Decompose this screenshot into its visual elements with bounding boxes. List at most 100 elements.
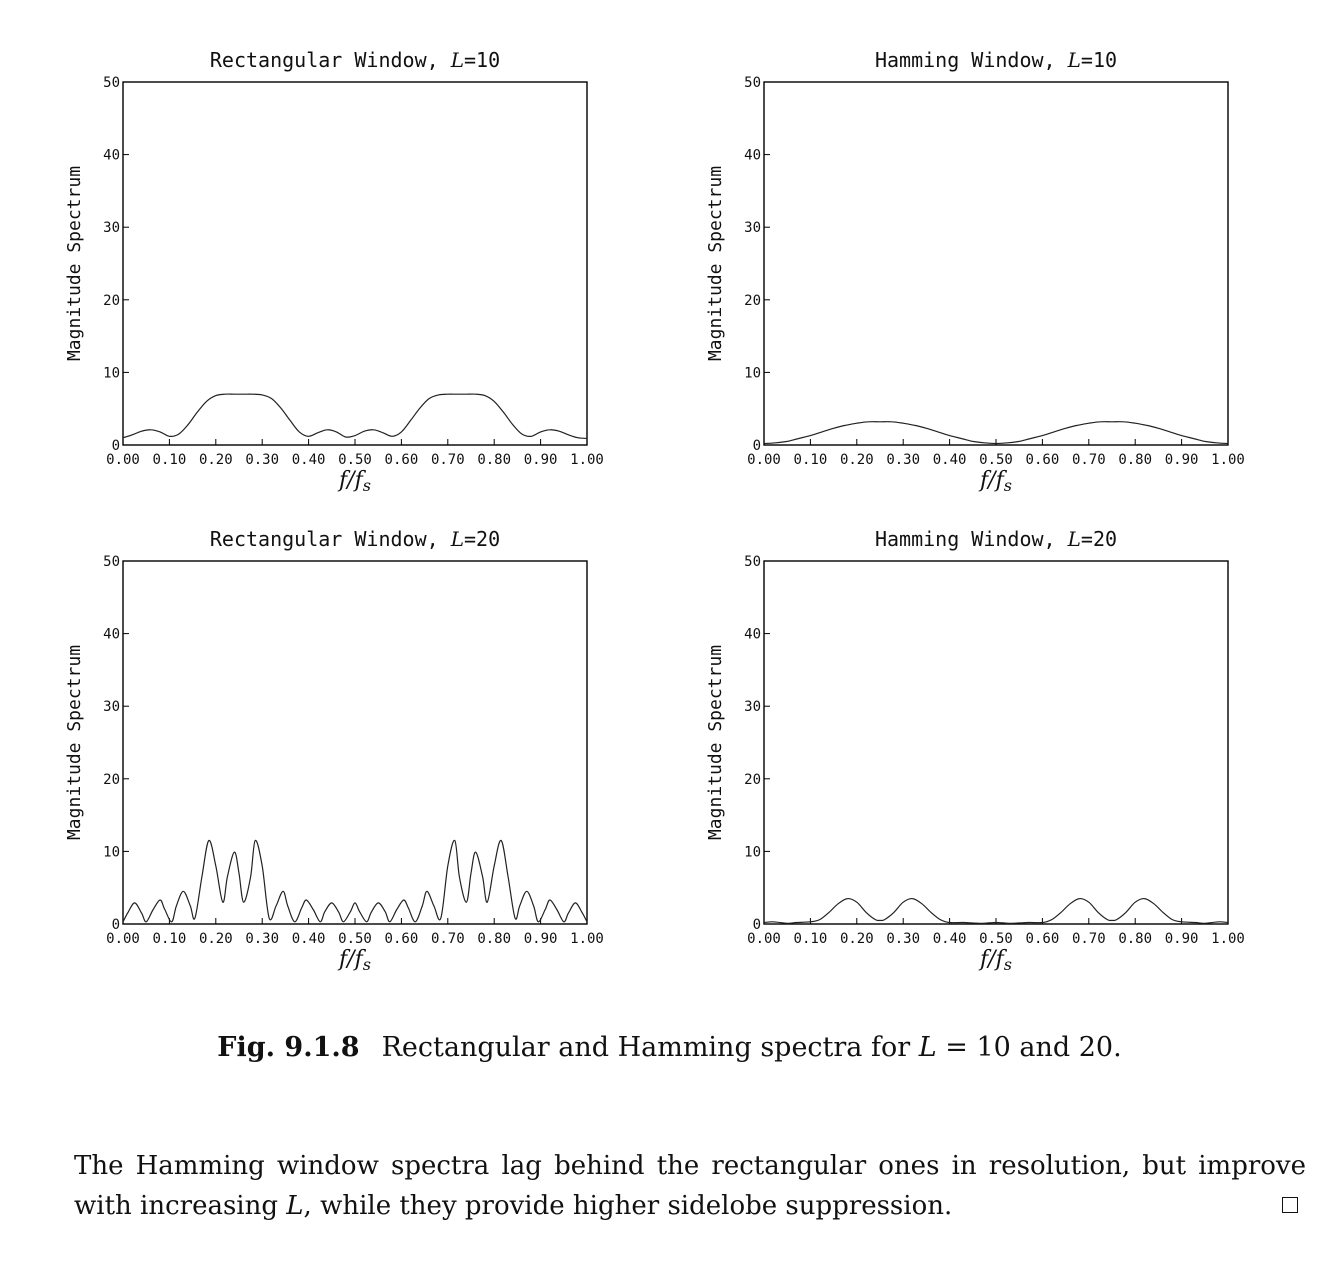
x-tick-label: 0.50 (979, 931, 1013, 947)
x-tick-label: 0.60 (1026, 931, 1060, 947)
x-tick-label: 0.30 (245, 931, 279, 947)
plot-frame (122, 560, 588, 925)
x-tick-label: 0.60 (385, 452, 419, 468)
y-tick-label: 40 (103, 148, 120, 164)
chart-title-value: =20 (1081, 527, 1117, 551)
end-of-example-square-icon (1282, 1197, 1298, 1213)
x-tick-label: 0.80 (477, 931, 511, 947)
x-tick-label: 0.60 (385, 931, 419, 947)
y-tick-label: 40 (744, 148, 761, 164)
y-tick-label: 30 (103, 699, 120, 715)
x-axis-label: f/fs (978, 947, 1012, 974)
y-tick-label: 30 (744, 699, 761, 715)
paragraph-text-1: The Hamming window spectra lag behind th… (74, 1151, 1306, 1221)
x-tick-label: 0.30 (886, 931, 920, 947)
x-axis-label: f/fs (337, 468, 371, 495)
chart-title: Hamming Window, L=10 (875, 48, 1117, 72)
chart-title-text: Rectangular Window, (210, 527, 451, 551)
caption-text: Rectangular and Hamming spectra for (381, 1032, 919, 1063)
chart-title-var: L (1067, 48, 1081, 72)
x-tick-label: 0.80 (1118, 452, 1152, 468)
x-tick-label: 0.00 (747, 452, 781, 468)
chart-title-var: L (450, 527, 464, 551)
x-tick-label: 0.70 (431, 931, 465, 947)
x-tick-label: 0.90 (524, 452, 558, 468)
y-tick-label: 30 (744, 220, 761, 236)
x-tick-label: 0.80 (477, 452, 511, 468)
x-tick-label: 0.30 (245, 452, 279, 468)
y-tick-label: 50 (744, 554, 761, 570)
y-axis-label: Magnitude Spectrum (64, 645, 85, 840)
plot-frame (763, 560, 1229, 925)
y-tick-label: 10 (103, 365, 120, 381)
x-tick-label: 0.70 (431, 452, 465, 468)
chart-title-text: Rectangular Window, (210, 48, 451, 72)
x-tick-label: 0.50 (338, 931, 372, 947)
chart-title: Rectangular Window, L=10 (210, 48, 500, 72)
x-tick-label: 1.00 (570, 931, 604, 947)
caption-label: Fig. 9.1.8 (217, 1032, 360, 1063)
spectrum-line-series-1 (763, 421, 1229, 445)
y-axis-label: Magnitude Spectrum (705, 645, 726, 840)
x-tick-label: 0.20 (199, 931, 233, 947)
x-tick-label: 0.10 (153, 452, 187, 468)
y-tick-label: 20 (744, 772, 761, 788)
figure-caption: Fig. 9.1.8 Rectangular and Hamming spectr… (0, 1032, 1339, 1063)
x-tick-label: 1.00 (1211, 931, 1245, 947)
y-tick-label: 0 (112, 917, 120, 933)
caption-text-after: = 10 and 20. (936, 1032, 1122, 1063)
y-tick-label: 20 (103, 293, 120, 309)
plot-frame (763, 81, 1229, 446)
y-tick-label: 20 (103, 772, 120, 788)
x-tick-label: 0.10 (153, 931, 187, 947)
x-tick-label: 0.10 (794, 452, 828, 468)
y-tick-label: 20 (744, 293, 761, 309)
chart-title-var: L (1067, 527, 1081, 551)
chart-panel-3: Rectangular Window, L=20 0 10 20 30 40 50 0.00 0… (64, 527, 604, 974)
plot-frame (122, 81, 588, 446)
body-paragraph: The Hamming window spectra lag behind th… (74, 1146, 1306, 1226)
y-tick-label: 0 (753, 917, 761, 933)
x-tick-label: 0.90 (1165, 931, 1199, 947)
x-tick-label: 0.00 (747, 931, 781, 947)
y-tick-label: 50 (744, 75, 761, 91)
chart-title-value: =10 (464, 48, 500, 72)
y-tick-label: 0 (112, 438, 120, 454)
x-axis-label: f/fs (337, 947, 371, 974)
y-tick-label: 50 (103, 554, 120, 570)
x-tick-label: 0.50 (338, 452, 372, 468)
chart-title-value: =20 (464, 527, 500, 551)
x-tick-label: 0.40 (933, 931, 967, 947)
chart-title-var: L (450, 48, 464, 72)
y-tick-label: 0 (753, 438, 761, 454)
x-tick-label: 0.30 (886, 452, 920, 468)
paragraph-text-2: , while they provide higher sidelobe sup… (303, 1191, 953, 1221)
x-tick-label: 0.90 (1165, 452, 1199, 468)
chart-title: Rectangular Window, L=20 (210, 527, 500, 551)
caption-var: L (918, 1032, 937, 1063)
chart-title: Hamming Window, L=20 (875, 527, 1117, 551)
spectrum-line-series-1 (122, 393, 588, 440)
paragraph-var: L (286, 1191, 304, 1221)
x-tick-label: 0.40 (292, 452, 326, 468)
y-tick-label: 10 (103, 844, 120, 860)
y-tick-label: 50 (103, 75, 120, 91)
x-tick-label: 0.60 (1026, 452, 1060, 468)
x-tick-label: 0.20 (840, 452, 874, 468)
x-tick-label: 0.20 (840, 931, 874, 947)
x-tick-label: 0.10 (794, 931, 828, 947)
chart-title-text: Hamming Window, (875, 527, 1068, 551)
x-tick-label: 0.40 (292, 931, 326, 947)
y-tick-label: 30 (103, 220, 120, 236)
x-tick-label: 1.00 (1211, 452, 1245, 468)
chart-panel-1: Rectangular Window, L=10 0 10 20 30 40 50 0.00 0… (64, 48, 604, 495)
x-tick-label: 0.00 (106, 452, 140, 468)
x-tick-label: 0.00 (106, 931, 140, 947)
y-tick-label: 40 (744, 627, 761, 643)
x-tick-label: 0.50 (979, 452, 1013, 468)
chart-title-value: =10 (1081, 48, 1117, 72)
x-tick-label: 0.90 (524, 931, 558, 947)
y-tick-label: 10 (744, 365, 761, 381)
y-axis-label: Magnitude Spectrum (64, 166, 85, 361)
